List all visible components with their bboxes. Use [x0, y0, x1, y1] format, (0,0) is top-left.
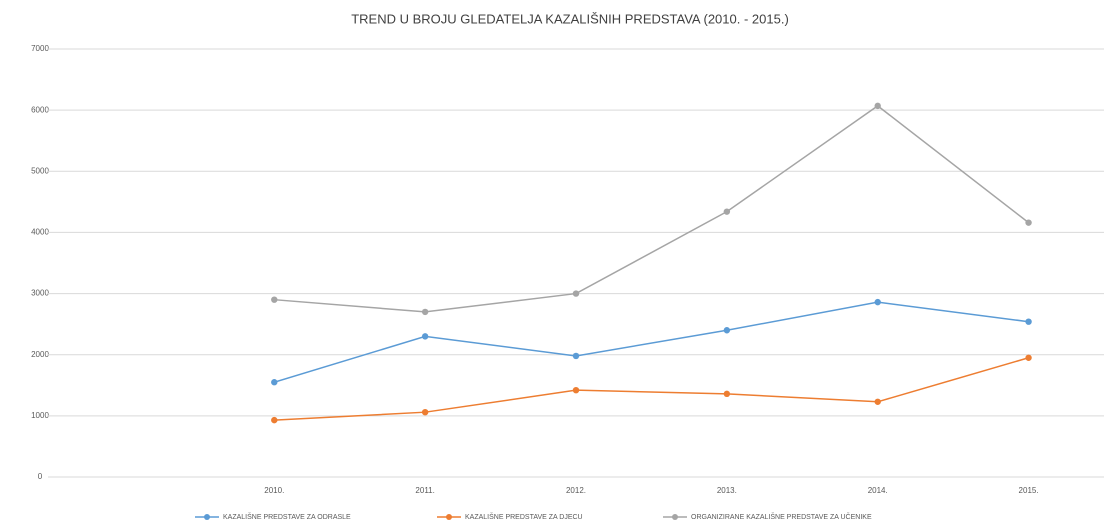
x-tick-label: 2010.	[264, 486, 284, 495]
y-tick-label: 0	[38, 472, 43, 481]
data-point	[1025, 354, 1032, 361]
legend-marker	[446, 514, 452, 520]
data-point	[1025, 219, 1032, 226]
x-tick-label: 2013.	[717, 486, 737, 495]
legend-marker	[672, 514, 678, 520]
data-point	[271, 416, 278, 424]
data-point	[874, 398, 881, 405]
data-point	[572, 290, 580, 297]
data-point	[723, 390, 731, 398]
series-line	[274, 301, 1029, 383]
y-tick-label: 1000	[31, 411, 49, 420]
data-point	[421, 408, 429, 416]
data-point	[572, 352, 580, 360]
legend-label: KAZALIŠNE PREDSTAVE ZA DJECU	[465, 512, 583, 521]
chart-title: TREND U BROJU GLEDATELJA KAZALIŠNIH PRED…	[351, 11, 789, 26]
y-tick-label: 6000	[31, 105, 49, 114]
data-point	[874, 298, 881, 306]
legend-label: ORGANIZIRANE KAZALIŠNE PREDSTAVE ZA UČEN…	[691, 512, 872, 521]
data-point	[723, 208, 731, 215]
y-tick-label: 4000	[31, 228, 49, 237]
y-tick-label: 5000	[31, 166, 49, 175]
data-point	[421, 333, 429, 340]
series-line	[274, 104, 1030, 313]
data-point	[723, 327, 731, 334]
data-point	[874, 102, 881, 110]
y-tick-label: 7000	[31, 44, 49, 53]
x-tick-label: 2015.	[1019, 486, 1039, 495]
x-tick-label: 2012.	[566, 486, 586, 495]
data-point	[421, 308, 429, 316]
series-line	[274, 357, 1029, 421]
x-tick-label: 2014.	[868, 486, 888, 495]
y-tick-label: 2000	[31, 350, 49, 359]
x-tick-label: 2011.	[415, 486, 434, 495]
legend-marker	[204, 514, 210, 520]
data-point	[271, 296, 278, 303]
legend-label: KAZALIŠNE PREDSTAVE ZA ODRASLE	[223, 512, 351, 521]
data-point	[271, 379, 278, 386]
data-point	[1025, 318, 1032, 325]
y-tick-label: 3000	[31, 289, 49, 298]
data-point	[572, 386, 580, 394]
